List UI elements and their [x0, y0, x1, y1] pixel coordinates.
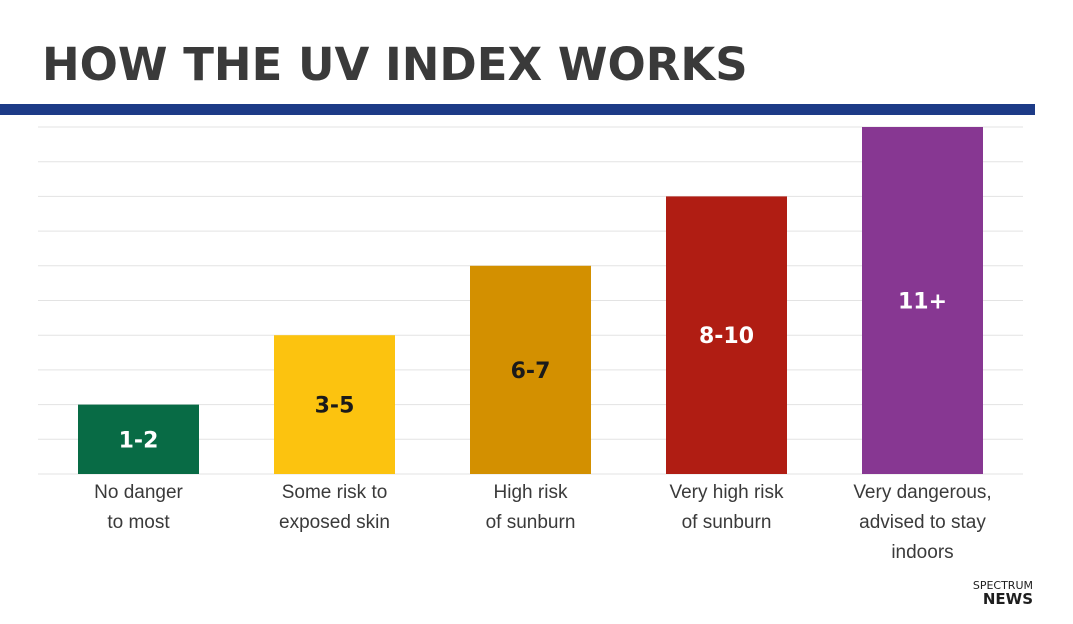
category-label-line: of sunburn [486, 512, 576, 533]
category-label-line: to most [107, 512, 170, 533]
logo-bottom-word: NEWS [982, 590, 1033, 608]
spectrum-news-logo: SPECTRUM NEWS [973, 580, 1033, 607]
bar [862, 127, 983, 474]
bar-value-label: 8-10 [699, 324, 754, 349]
category-label-line: Very dangerous, [853, 482, 991, 503]
bar-value-label: 6-7 [511, 359, 551, 384]
gridlines [38, 126, 1023, 475]
bar-value-label: 1-2 [119, 428, 159, 453]
category-label-line: advised to stay [859, 512, 986, 533]
title-underline [0, 104, 1035, 115]
bar [666, 196, 787, 474]
category-label-line: No danger [94, 482, 183, 503]
category-label-line: indoors [891, 542, 953, 563]
category-label-line: Very high risk [669, 482, 784, 503]
value-labels: 1-2 3-5 6-7 8-10 11+ [119, 290, 947, 454]
bars [78, 127, 983, 474]
bar-value-label: 3-5 [315, 394, 355, 419]
category-label-line: of sunburn [682, 512, 772, 533]
category-label-line: Some risk to [282, 482, 388, 503]
bar-value-label: 11+ [898, 290, 947, 315]
logo-top-word: SPECTRUM [972, 579, 1033, 592]
bar [274, 335, 395, 474]
category-label-line: High risk [494, 482, 568, 503]
bar [470, 265, 591, 474]
bar [78, 404, 199, 474]
category-labels: No danger to most Some risk to exposed skin… [94, 482, 992, 563]
chart-title: HOW THE UV INDEX WORKS [42, 38, 748, 91]
category-label-line: exposed skin [279, 512, 390, 533]
